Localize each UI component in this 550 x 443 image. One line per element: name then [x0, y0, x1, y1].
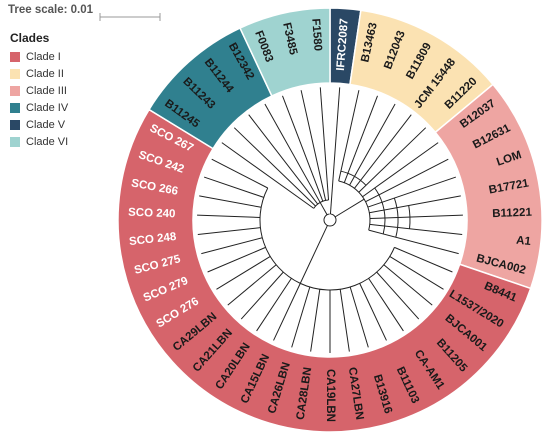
leaf-branch: [240, 271, 284, 320]
legend-label: Clade I: [26, 50, 61, 63]
leaf-branch: [349, 286, 369, 348]
clade-stem: [299, 225, 328, 284]
inner-disc: [193, 83, 467, 357]
leaf-label: B11221: [492, 207, 533, 220]
leaf-label: A1: [516, 235, 533, 249]
legend-swatch: [10, 136, 20, 147]
leaf-branch: [354, 114, 412, 189]
legend-swatch: [10, 85, 20, 96]
leaf-branch: [338, 90, 360, 182]
legend-swatch: [10, 102, 20, 113]
leaf-branch: [216, 256, 271, 290]
leaf-branch: [207, 246, 266, 273]
leaf-branch: [310, 289, 321, 352]
leaf-branch: [358, 127, 427, 193]
legend-swatch: [10, 68, 20, 79]
clade-legend: Clades Clade I Clade II Clade III Clade …: [8, 31, 118, 150]
legend-swatch: [10, 51, 20, 62]
leaf-branch: [368, 278, 404, 332]
leaf-label: IFRC2087: [335, 18, 351, 71]
subclade-arc: [393, 197, 399, 238]
leaf-branch: [203, 176, 264, 198]
legend-item: Clade I: [8, 48, 118, 65]
leaf-label: SCO 248: [129, 231, 178, 248]
leaf-branch: [339, 289, 350, 352]
leaf-branch: [233, 127, 316, 207]
leaf-branch: [383, 264, 433, 306]
leaf-branch: [394, 246, 453, 273]
leaf-branch: [264, 103, 321, 203]
leaf-branch: [282, 95, 324, 202]
leaf-branch: [197, 227, 261, 236]
tree-scale-label: Tree scale: 0.01: [8, 4, 94, 16]
legend-item: Clade III: [8, 82, 118, 99]
leaf-branch: [221, 142, 315, 209]
legend-item: Clade IV: [8, 99, 118, 116]
clade-ring: [117, 7, 543, 433]
legend-title: Clades: [10, 31, 50, 45]
legend-label: Clade II: [26, 67, 64, 80]
leaf-branch: [319, 87, 330, 201]
leaf-label: CA19LBN: [324, 369, 336, 422]
legend-label: Clade IV: [26, 101, 69, 114]
scale-bar: [99, 13, 161, 21]
legend-label: Clade III: [26, 84, 67, 97]
leaf-branch: [349, 103, 396, 186]
leaf-branch: [329, 87, 341, 215]
leaf-branch: [368, 229, 459, 255]
leaf-branch: [211, 158, 268, 189]
legend-swatch: [10, 119, 20, 130]
leaf-branch: [343, 95, 378, 183]
subclade-arc: [340, 170, 367, 186]
leaf-branch: [273, 283, 301, 341]
leaf-branch: [227, 264, 277, 306]
subclade-arc: [408, 205, 411, 229]
legend-label: Clade VI: [26, 135, 69, 148]
legend-label: Clade V: [26, 118, 66, 131]
leaf-branch: [199, 195, 262, 208]
leaf-branch: [248, 114, 319, 205]
tree-branches: [197, 87, 463, 353]
subclade-arc: [374, 187, 386, 235]
clade-stem: [334, 198, 365, 218]
legend-item: Clade V: [8, 116, 118, 133]
root-arc: [323, 213, 337, 227]
clade-stem: [319, 202, 328, 216]
leaf-branch: [359, 283, 387, 341]
leaf-branch: [256, 278, 292, 332]
leaf-branch: [197, 214, 261, 218]
leaf-label: F1580: [309, 18, 323, 51]
leaf-branch: [291, 286, 311, 348]
legend-item: Clade VI: [8, 133, 118, 150]
leaf-branch: [376, 271, 420, 320]
leaf-branch: [300, 90, 327, 201]
leaf-branch: [389, 256, 444, 290]
leaf-branch: [201, 237, 263, 255]
leaf-label: SCO 240: [128, 207, 176, 221]
legend-item: Clade II: [8, 65, 118, 82]
